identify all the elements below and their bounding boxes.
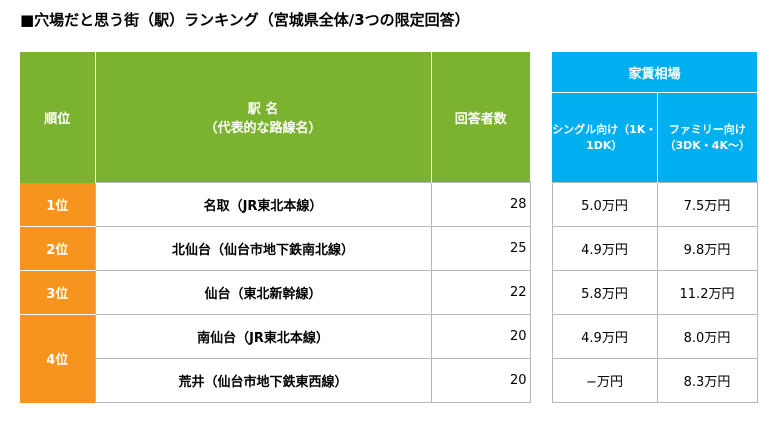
header-family-line1: ファミリー向け xyxy=(668,122,746,136)
ranking-table: 順位 駅 名 （代表的な路線名） 回答者数 家賃相場 シングル向け（1K・ 1D… xyxy=(20,52,758,403)
header-station-name: 駅 名 xyxy=(247,102,279,117)
family-rent-cell: 8.3万円 xyxy=(656,358,758,403)
answers-cell: 28 xyxy=(430,182,531,227)
header-single-line1: シングル向け（1K・ xyxy=(552,122,657,136)
header-single-line2: 1DK） xyxy=(586,138,623,152)
header-subrow: シングル向け（1K・ 1DK） ファミリー向け （3DK・4K～） xyxy=(20,92,757,183)
answers-cell: 20 xyxy=(430,314,531,359)
row-separator xyxy=(530,226,552,271)
answers-cell: 20 xyxy=(430,358,531,403)
row-separator xyxy=(530,314,552,359)
station-cell: 荒井（仙台市地下鉄東西線） xyxy=(94,358,432,403)
table-row: 1位 名取（JR東北本線） 28 5.0万円 7.5万円 xyxy=(20,182,758,227)
station-cell: 仙台（東北新幹線） xyxy=(94,270,432,315)
table-row: 荒井（仙台市地下鉄東西線） 20 −万円 8.3万円 xyxy=(20,358,758,403)
answers-cell: 22 xyxy=(430,270,531,315)
table-row: 3位 仙台（東北新幹線） 22 5.8万円 11.2万円 xyxy=(20,270,758,315)
single-rent-cell: 5.8万円 xyxy=(551,270,658,315)
table-row: 4位 南仙台（JR東北本線） 20 4.9万円 8.0万円 xyxy=(20,314,758,403)
header-rank: 順位 xyxy=(20,52,96,183)
rank-cell: 1位 xyxy=(20,182,95,227)
station-cell: 北仙台（仙台市地下鉄南北線） xyxy=(94,226,432,271)
single-rent-cell: 5.0万円 xyxy=(551,182,658,227)
header-row: 順位 駅 名 （代表的な路線名） 回答者数 家賃相場 xyxy=(20,52,757,183)
single-rent-cell: 4.9万円 xyxy=(551,226,658,271)
header-station: 駅 名 （代表的な路線名） xyxy=(95,52,432,183)
header-single: シングル向け（1K・ 1DK） xyxy=(552,92,658,183)
family-rent-cell: 11.2万円 xyxy=(656,270,758,315)
family-rent-cell: 7.5万円 xyxy=(656,182,758,227)
rank-cell: 2位 xyxy=(20,226,95,271)
header-station-line: （代表的な路線名） xyxy=(204,121,322,136)
header-family: ファミリー向け （3DK・4K～） xyxy=(657,92,757,183)
header-family-line2: （3DK・4K～） xyxy=(664,138,751,152)
page-title: ■穴場だと思う街（駅）ランキング（宮城県全体/3つの限定回答） xyxy=(20,11,470,29)
header-answers: 回答者数 xyxy=(431,52,530,183)
header-rent-group: 家賃相場 xyxy=(552,52,757,93)
single-rent-cell: −万円 xyxy=(551,358,658,403)
family-rent-cell: 9.8万円 xyxy=(656,226,758,271)
station-cell: 南仙台（JR東北本線） xyxy=(94,314,432,359)
family-rent-cell: 8.0万円 xyxy=(656,314,758,359)
rank-cell: 4位 xyxy=(20,314,95,403)
table-row: 2位 北仙台（仙台市地下鉄南北線） 25 4.9万円 9.8万円 xyxy=(20,226,758,271)
rank-cell: 3位 xyxy=(20,270,95,315)
row-separator xyxy=(530,270,552,315)
row-separator xyxy=(530,182,552,227)
row-separator xyxy=(530,358,552,403)
station-cell: 名取（JR東北本線） xyxy=(94,182,432,227)
answers-cell: 25 xyxy=(430,226,531,271)
header-separator xyxy=(530,52,552,183)
single-rent-cell: 4.9万円 xyxy=(551,314,658,359)
